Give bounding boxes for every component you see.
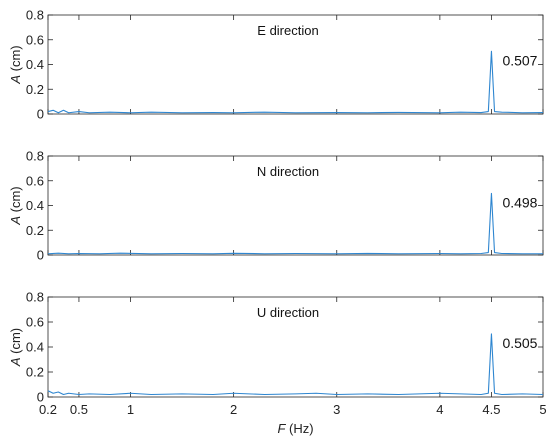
y-tick-label: 0.8	[26, 290, 44, 305]
x-axis-label: F (Hz)	[277, 421, 313, 436]
series-line	[47, 192, 543, 255]
y-tick-label: 0	[37, 107, 44, 122]
y-tick-label: 0	[37, 390, 44, 405]
y-tick-label: 0.4	[26, 340, 44, 355]
x-tick-label: 3	[333, 402, 340, 417]
peak-value-label: 0.498	[502, 194, 537, 210]
y-tick-label: 0.4	[26, 198, 44, 213]
y-tick-label: 0.2	[26, 365, 44, 380]
x-tick-label: 4.5	[482, 402, 500, 417]
panel-u: 00.20.40.60.80.2 0.5 1 2 3 4 4.5 5A (cm)U direc…	[8, 290, 547, 437]
y-axis-label-unit: (cm)	[8, 45, 23, 75]
y-axis-label-unit: (cm)	[8, 186, 23, 216]
y-axis-label-var: A	[8, 357, 23, 367]
x-tick-label: 0.2	[39, 402, 57, 417]
peak-value-label: 0.505	[502, 335, 537, 351]
y-tick-label: 0	[37, 248, 44, 263]
x-tick-label: 2	[230, 402, 237, 417]
y-tick-label: 0.8	[26, 149, 44, 164]
y-axis-label-unit: (cm)	[8, 328, 23, 358]
y-tick-label: 0.4	[26, 57, 44, 72]
y-axis-label: A (cm)	[8, 186, 23, 225]
panel-n: 0 0.2 0.4 0.6 0.8 A (cm) N direction 0.498	[8, 149, 544, 263]
y-axis-label: A (cm)	[8, 45, 23, 84]
x-tick-label: 5	[539, 402, 546, 417]
y-tick-label: 0.8	[26, 8, 44, 23]
y-axis-label-var: A	[8, 75, 23, 85]
panel-title: U direction	[257, 305, 319, 320]
panel-title: N direction	[257, 164, 319, 179]
series-line	[47, 50, 544, 114]
y-tick-label: 0.6	[26, 173, 44, 188]
y-tick-label: 0.6	[26, 315, 44, 330]
series-line	[47, 333, 544, 396]
y-tick-label: 0.6	[26, 32, 44, 47]
x-tick-label: 1	[127, 402, 134, 417]
panel-e: 0 0.2 0.4 0.6 0.8 A (cm) E direction 0.507	[8, 8, 544, 122]
y-axis-label-var: A	[8, 216, 23, 226]
y-axis-label: A (cm)	[8, 328, 23, 367]
panel-title: E direction	[257, 23, 318, 38]
x-tick-label: 4	[436, 402, 443, 417]
x-axis-label-var: F	[277, 421, 286, 436]
x-axis-label-unit: (Hz)	[285, 421, 313, 436]
x-tick-label: 0.5	[70, 402, 88, 417]
y-tick-label: 0.2	[26, 223, 44, 238]
y-tick-label: 0.2	[26, 82, 44, 97]
peak-value-label: 0.507	[502, 52, 537, 68]
